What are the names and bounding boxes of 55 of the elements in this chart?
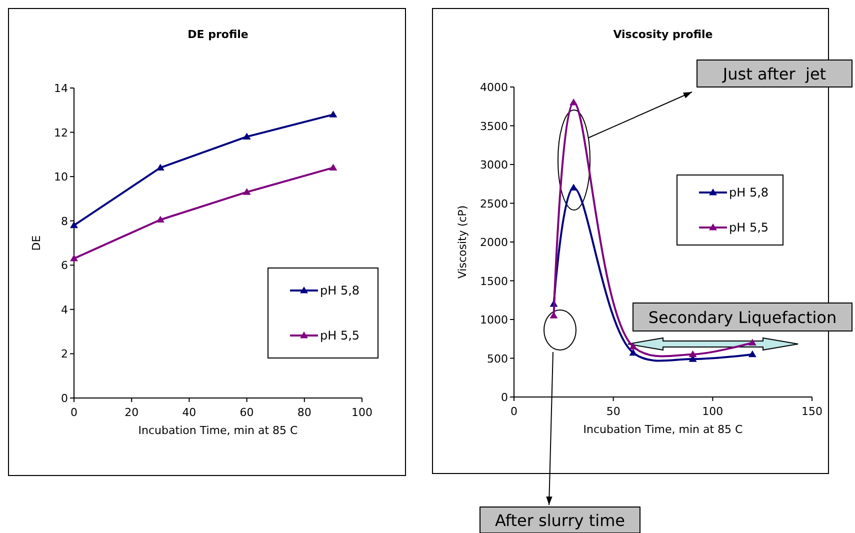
- y-axis-title: Viscosity (cP): [456, 205, 469, 279]
- chart-title: DE profile: [188, 28, 248, 41]
- y-tick-label: 10: [54, 170, 68, 184]
- x-axis-title: Incubation Time, min at 85 C: [138, 424, 298, 437]
- y-tick-label: 3500: [480, 120, 508, 133]
- point: [329, 164, 338, 171]
- point: [70, 254, 78, 262]
- y-tick-label: 14: [54, 82, 68, 95]
- x-tick-label: 60: [240, 406, 254, 419]
- legend-label: pH 5,8: [320, 284, 360, 298]
- y-tick-label: 1500: [480, 274, 508, 288]
- point: [570, 184, 578, 191]
- legend-label: pH 5,8: [729, 186, 769, 200]
- y-tick-label: 12: [54, 126, 68, 140]
- point: [156, 216, 164, 223]
- point: [242, 132, 251, 140]
- point: [629, 348, 638, 356]
- text: After slurry time: [494, 511, 626, 530]
- y-tick-label: 8: [61, 214, 68, 228]
- y-tick-label: 0: [61, 392, 68, 405]
- y-tick-label: 4: [61, 303, 68, 316]
- point: [329, 110, 338, 118]
- x-axis-title: Incubation Time, min at 85 C: [583, 423, 744, 436]
- y-tick-label: 1000: [480, 314, 508, 326]
- y-tick-label: 2000: [480, 236, 508, 249]
- point: [748, 350, 756, 358]
- x-tick-label: 150: [802, 405, 822, 418]
- text: Just after jet: [722, 64, 826, 84]
- chart-title: Viscosity profile: [613, 28, 713, 41]
- legend-label: pH 5,5: [729, 220, 769, 234]
- point: [629, 342, 638, 350]
- y-tick-label: 2: [61, 348, 68, 361]
- point: [570, 98, 578, 106]
- y-tick-label: 2500: [480, 197, 508, 210]
- point: [242, 188, 251, 195]
- y-tick-label: 4000: [480, 81, 508, 94]
- point: [156, 164, 164, 171]
- y-tick-label: 0: [501, 391, 508, 404]
- x-tick-label: 100: [352, 406, 372, 419]
- x-tick-label: 100: [702, 405, 724, 418]
- x-tick-label: 0: [70, 406, 78, 419]
- x-tick-label: 80: [297, 406, 312, 419]
- annotation: Secondary Liquefaction: [648, 308, 837, 327]
- point: [70, 221, 78, 228]
- y-axis-title: DE: [30, 235, 43, 251]
- x-tick-label: 0: [510, 405, 518, 418]
- x-tick-label: 20: [124, 406, 139, 419]
- x-tick-label: 50: [606, 405, 620, 418]
- point: [688, 350, 697, 358]
- y-tick-label: 500: [487, 352, 508, 366]
- y-tick-label: 6: [61, 259, 68, 272]
- x-tick-label: 40: [182, 406, 196, 419]
- y-tick-label: 3000: [480, 158, 508, 172]
- legend-label: pH 5,5: [320, 328, 360, 342]
- point: [748, 338, 756, 346]
